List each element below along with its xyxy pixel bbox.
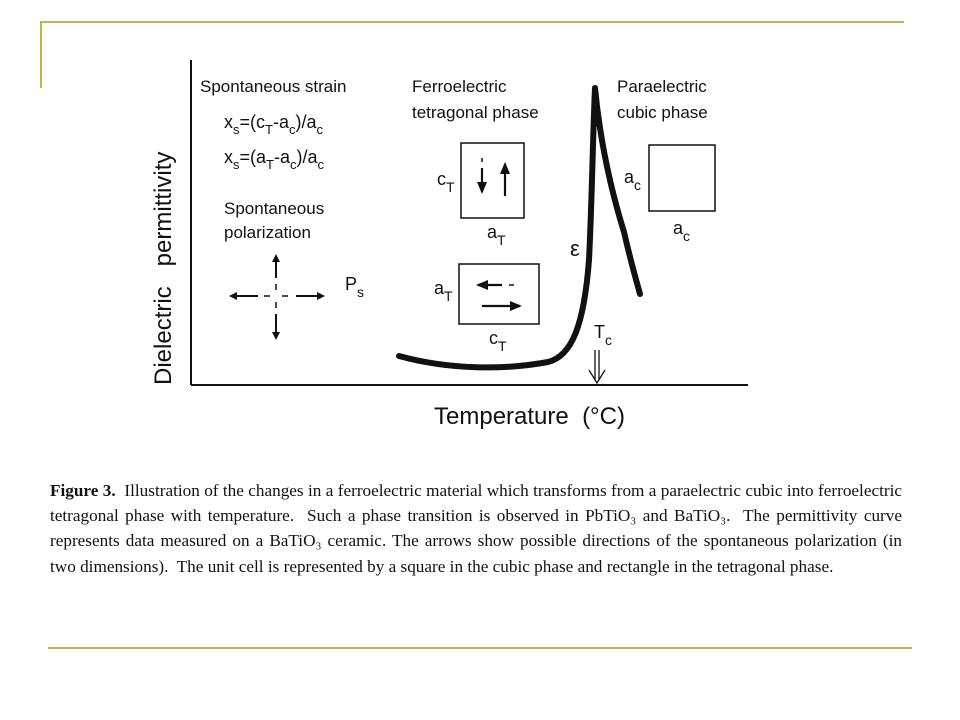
ferro-title-line1: Ferroelectric [412, 77, 507, 96]
cubic-cell [648, 144, 716, 212]
cubic-a-label-left: ac [624, 167, 641, 193]
tetragonal-cell-vertical [460, 142, 525, 219]
cubic-a-label-bottom: ac [673, 218, 690, 244]
x-axis-label: Temperature (°C) [434, 403, 625, 430]
caption-label: Figure 3. [50, 481, 116, 500]
permittivity-figure: Dielectric permittivity Temperature (°C)… [150, 60, 748, 430]
caption-text: Illustration of the changes in a ferroel… [50, 481, 907, 576]
vertical-polarization-arrows-icon [477, 158, 510, 196]
tc-down-arrow-icon [588, 350, 606, 385]
strain-equation-2: xs=(aT-ac)/ac [224, 147, 325, 172]
horizontal-polarization-arrows-icon [476, 280, 522, 311]
epsilon-label: ε [570, 236, 580, 261]
y-axis-label: Dielectric permittivity [150, 152, 177, 385]
polarization-title-line2: polarization [224, 223, 311, 242]
ps-label: Ps [345, 274, 364, 300]
tetragonal-c-label-1: cT [437, 169, 455, 195]
left-accent-line [40, 21, 42, 88]
figure-caption: Figure 3. Illustration of the changes in… [50, 478, 902, 579]
top-accent-line [40, 21, 904, 23]
permittivity-curve [396, 85, 643, 371]
tetragonal-a-label-2: aT [434, 278, 453, 304]
ferro-title-line2: tetragonal phase [412, 103, 539, 122]
polarization-title-line1: Spontaneous [224, 199, 324, 218]
para-title-line1: Paraelectric [617, 77, 707, 96]
bottom-accent-line [48, 647, 912, 649]
strain-title: Spontaneous strain [200, 77, 347, 96]
tetragonal-cell-horizontal [458, 263, 540, 325]
tetragonal-a-label-1: aT [487, 222, 506, 248]
strain-equation-1: xs=(cT-ac)/ac [224, 112, 324, 137]
tc-label: Tc [594, 322, 612, 348]
polarization-directions-icon [229, 254, 325, 340]
tetragonal-c-label-2: cT [489, 328, 507, 354]
para-title-line2: cubic phase [617, 103, 708, 122]
